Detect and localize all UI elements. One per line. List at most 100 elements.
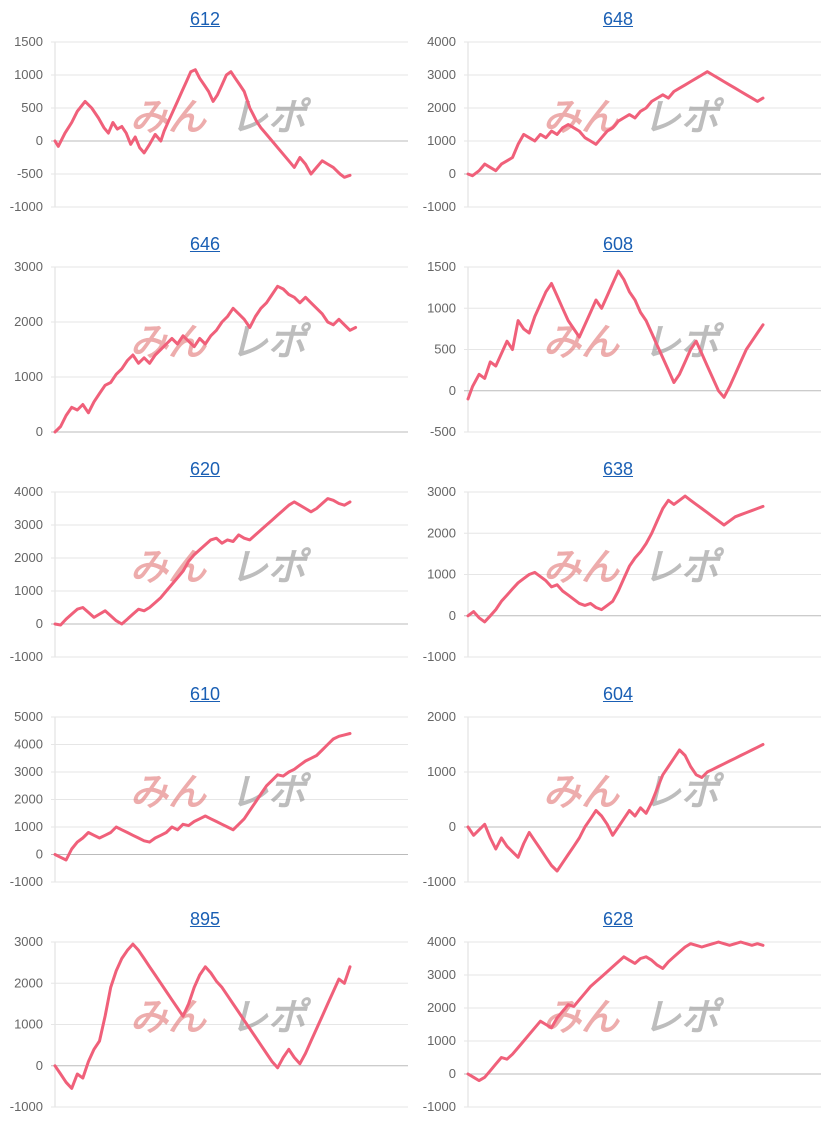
y-tick-label: 1000 [427, 1033, 456, 1048]
y-tick-label: 2000 [427, 1000, 456, 1015]
svg-text:みん: みん [130, 770, 207, 814]
watermark-logo: みん レポ [543, 995, 725, 1039]
y-tick-label: -1000 [10, 199, 43, 214]
y-tick-label: 2000 [14, 792, 43, 807]
chart-panel-0: 612 1500 1000 500 0 -500 -1000 みん レポ [0, 0, 410, 224]
series-line [53, 284, 358, 434]
chart-panel-8: 895 3000 2000 1000 0 -1000 みん レポ [0, 900, 410, 1124]
chart-title-link[interactable]: 628 [602, 909, 634, 929]
svg-text:みん: みん [130, 95, 207, 139]
y-tick-label: 0 [449, 166, 456, 181]
svg-text:レポ: レポ [230, 95, 312, 139]
y-tick-label: 1500 [427, 259, 456, 274]
y-tick-label: 1000 [427, 567, 456, 582]
watermark-logo: みん レポ [130, 320, 312, 364]
chart-panel-4: 620 4000 3000 2000 1000 0 -1000 みん レポ [0, 450, 410, 674]
y-tick-label: 5000 [14, 709, 43, 724]
y-tick-label: 1000 [427, 133, 456, 148]
watermark-logo: みん レポ [130, 545, 312, 589]
chart-title-link[interactable]: 608 [602, 234, 634, 254]
series-line [466, 940, 765, 1083]
y-tick-label: 500 [434, 342, 456, 357]
chart-title-link[interactable]: 646 [189, 234, 221, 254]
series-line [53, 68, 352, 179]
line-chart: 3000 2000 1000 0 みん レポ [14, 259, 408, 439]
y-tick-label: 3000 [427, 967, 456, 982]
y-tick-label: 2000 [427, 525, 456, 540]
series-line [466, 70, 765, 178]
y-tick-label: 4000 [14, 484, 43, 499]
svg-text:みん: みん [543, 545, 620, 589]
series-line [53, 732, 352, 862]
y-tick-label: 3000 [427, 484, 456, 499]
chart-panel-3: 608 1500 1000 500 0 -500 みん レポ [413, 225, 821, 449]
y-tick-label: 3000 [14, 764, 43, 779]
svg-text:レポ: レポ [643, 545, 725, 589]
y-tick-label: 3000 [14, 517, 43, 532]
svg-text:みん: みん [130, 995, 207, 1039]
y-tick-label: 0 [449, 819, 456, 834]
svg-text:レポ: レポ [230, 770, 312, 814]
y-tick-label: 1000 [14, 369, 43, 384]
y-tick-label: 0 [36, 133, 43, 148]
y-tick-label: 1000 [14, 1017, 43, 1032]
y-tick-label: 2000 [427, 709, 456, 724]
chart-title-link[interactable]: 604 [602, 684, 634, 704]
y-tick-label: 2000 [14, 975, 43, 990]
chart-title-link[interactable]: 895 [189, 909, 221, 929]
y-tick-label: -1000 [423, 649, 456, 664]
chart-title-link[interactable]: 620 [189, 459, 221, 479]
y-tick-label: 0 [449, 383, 456, 398]
series-line [466, 269, 765, 401]
line-chart: 3000 2000 1000 0 -1000 みん レポ [10, 934, 408, 1114]
chart-panel-5: 638 3000 2000 1000 0 -1000 みん レポ [413, 450, 821, 674]
chart-panel-9: 628 4000 3000 2000 1000 0 -1000 みん レポ [413, 900, 821, 1124]
y-tick-label: 0 [36, 847, 43, 862]
line-chart: 4000 3000 2000 1000 0 -1000 みん レポ [423, 934, 821, 1114]
y-tick-label: 4000 [427, 34, 456, 49]
y-tick-label: -1000 [423, 874, 456, 889]
svg-text:レポ: レポ [643, 995, 725, 1039]
svg-text:みん: みん [543, 995, 620, 1039]
y-tick-label: -1000 [423, 1099, 456, 1114]
series-line [53, 942, 352, 1090]
series-line [466, 494, 765, 624]
y-tick-label: -500 [430, 424, 456, 439]
chart-title-link[interactable]: 610 [189, 684, 221, 704]
svg-text:レポ: レポ [230, 545, 312, 589]
y-tick-label: 2000 [14, 314, 43, 329]
watermark-logo: みん レポ [130, 770, 312, 814]
y-tick-label: 4000 [427, 934, 456, 949]
chart-title-link[interactable]: 612 [189, 9, 221, 29]
y-tick-label: -1000 [10, 874, 43, 889]
watermark-logo: みん レポ [543, 545, 725, 589]
chart-panel-2: 646 3000 2000 1000 0 みん レポ [0, 225, 410, 449]
svg-text:レポ: レポ [230, 320, 312, 364]
svg-text:レポ: レポ [643, 95, 725, 139]
y-tick-label: 1000 [14, 67, 43, 82]
y-tick-label: 0 [36, 616, 43, 631]
y-tick-label: -1000 [423, 199, 456, 214]
series-line [466, 743, 765, 873]
watermark-logo: みん レポ [130, 95, 312, 139]
line-chart: 1500 1000 500 0 -500 みん レポ [427, 259, 821, 439]
svg-text:みん: みん [543, 770, 620, 814]
chart-title-link[interactable]: 638 [602, 459, 634, 479]
watermark-logo: みん レポ [130, 995, 312, 1039]
chart-title-link[interactable]: 648 [602, 9, 634, 29]
y-tick-label: 1000 [14, 819, 43, 834]
y-tick-label: 2000 [14, 550, 43, 565]
y-tick-label: 3000 [427, 67, 456, 82]
y-tick-label: 0 [449, 608, 456, 623]
y-tick-label: 0 [449, 1066, 456, 1081]
y-tick-label: 4000 [14, 737, 43, 752]
y-tick-label: -1000 [10, 649, 43, 664]
y-tick-label: 2000 [427, 100, 456, 115]
y-tick-label: 3000 [14, 934, 43, 949]
y-tick-label: 1000 [427, 300, 456, 315]
chart-panel-6: 610 5000 4000 3000 2000 1000 0 -1000 みん レポ [0, 675, 410, 899]
line-chart: 3000 2000 1000 0 -1000 みん レポ [423, 484, 821, 664]
svg-text:みん: みん [543, 320, 620, 364]
